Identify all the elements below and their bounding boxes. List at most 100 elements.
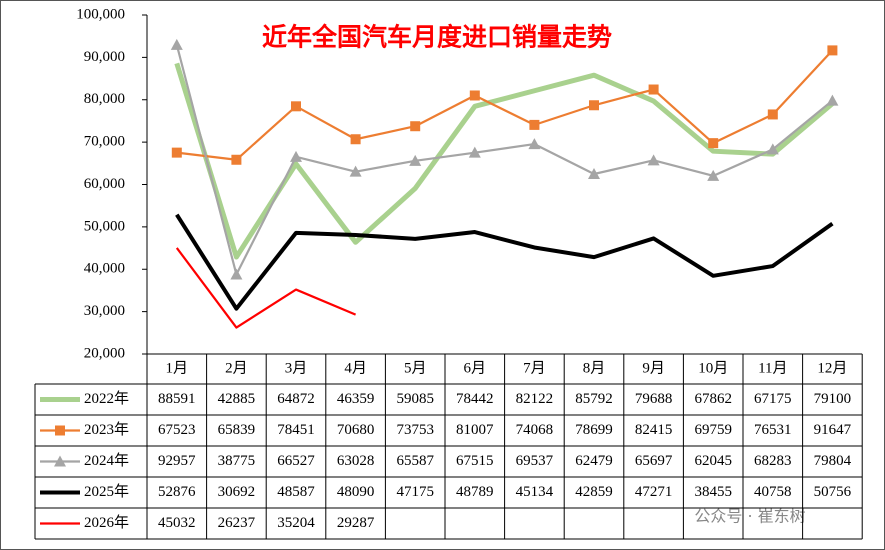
- table-cell: 38455: [694, 484, 732, 500]
- x-tick-label: 7月: [523, 360, 546, 376]
- table-cell: 91647: [814, 422, 852, 438]
- marker: [409, 154, 422, 166]
- table-cell: 62045: [694, 453, 732, 469]
- x-tick-label: 4月: [344, 360, 367, 376]
- y-tick-label: 100,000: [76, 6, 125, 22]
- marker: [171, 147, 182, 158]
- table-cell: 65839: [218, 422, 256, 438]
- marker: [350, 134, 361, 145]
- table-cell: 81007: [456, 422, 494, 438]
- table-cell: 74068: [516, 422, 554, 438]
- table-cell: 65697: [635, 453, 673, 469]
- table-cell: 78699: [575, 422, 613, 438]
- table-cell: 42885: [218, 391, 256, 407]
- table-cell: 63028: [337, 453, 375, 469]
- table-cell: 69537: [516, 453, 554, 469]
- series-line: [174, 62, 835, 260]
- table-cell: 66527: [277, 453, 315, 469]
- x-tick-label: 12月: [817, 360, 847, 376]
- marker: [170, 38, 183, 50]
- table-cell: 35204: [277, 515, 315, 531]
- marker: [410, 121, 421, 132]
- x-tick-label: 11月: [758, 360, 787, 376]
- table-cell: 48587: [277, 484, 315, 500]
- marker: [54, 455, 66, 467]
- marker: [230, 268, 243, 280]
- table-cell: 78451: [277, 422, 315, 438]
- table-cell: 29287: [337, 515, 375, 531]
- table-cell: 82122: [516, 391, 554, 407]
- table-cell: 82415: [635, 422, 673, 438]
- y-tick-label: 70,000: [84, 134, 125, 150]
- marker: [290, 150, 302, 162]
- table-cell: 30692: [218, 484, 256, 500]
- chart-title: 近年全国汽车月度进口销量走势: [262, 23, 612, 52]
- table-cell: 92957: [158, 453, 196, 469]
- y-tick-label: 50,000: [84, 218, 125, 234]
- table-cell: 65587: [396, 453, 434, 469]
- table-cell: 78442: [456, 391, 494, 407]
- marker: [826, 94, 839, 106]
- legend-label: 2025年: [84, 483, 129, 500]
- legend-label: 2023年: [84, 421, 129, 438]
- x-tick-label: 3月: [285, 360, 308, 376]
- series-line: [176, 49, 834, 161]
- table-cell: 85792: [575, 391, 613, 407]
- table-cell: 67523: [158, 422, 196, 438]
- y-tick-label: 40,000: [84, 261, 125, 277]
- table-cell: 79688: [635, 391, 673, 407]
- x-tick-label: 2月: [225, 360, 248, 376]
- table-cell: 46359: [337, 391, 375, 407]
- watermark: 公众号 · 崔东树: [694, 507, 805, 526]
- marker: [468, 146, 481, 158]
- table-cell: 70680: [337, 422, 375, 438]
- table-cell: 62479: [575, 453, 613, 469]
- table-cell: 47175: [396, 484, 434, 500]
- table-cell: 79804: [814, 453, 852, 469]
- marker: [767, 109, 778, 120]
- table-cell: 88591: [158, 391, 196, 407]
- x-tick-label: 8月: [583, 360, 606, 376]
- series-line: [175, 44, 834, 276]
- marker: [589, 100, 599, 111]
- table-cell: 67515: [456, 453, 494, 469]
- table-cell: 26237: [218, 515, 256, 531]
- y-tick-label: 90,000: [84, 49, 125, 65]
- x-tick-label: 10月: [698, 360, 728, 376]
- x-tick-label: 9月: [642, 360, 665, 376]
- table-cell: 42859: [575, 484, 613, 500]
- y-tick-label: 30,000: [84, 303, 125, 319]
- table-cell: 45134: [516, 484, 554, 500]
- table-cell: 52876: [158, 484, 196, 500]
- marker: [55, 425, 65, 436]
- table-cell: 76531: [754, 422, 792, 438]
- table-cell: 68283: [754, 453, 792, 469]
- marker: [648, 84, 659, 95]
- marker: [291, 101, 301, 112]
- table-cell: 45032: [158, 515, 196, 531]
- marker: [708, 138, 719, 149]
- y-tick-label: 80,000: [84, 91, 125, 107]
- table-cell: 67862: [694, 391, 732, 407]
- marker: [528, 138, 541, 150]
- marker: [766, 143, 779, 155]
- x-tick-label: 5月: [404, 360, 427, 376]
- table-cell: 48090: [337, 484, 375, 500]
- marker: [529, 119, 540, 130]
- legend-label: 2022年: [84, 390, 129, 407]
- table-cell: 38775: [218, 453, 256, 469]
- marker: [588, 167, 600, 179]
- marker: [469, 90, 480, 101]
- legend-label: 2026年: [84, 514, 129, 531]
- marker: [827, 45, 838, 56]
- x-tick-label: 6月: [464, 360, 487, 376]
- table-cell: 47271: [635, 484, 673, 500]
- table-cell: 50756: [814, 484, 852, 500]
- table-cell: 40758: [754, 484, 792, 500]
- table-cell: 59085: [396, 391, 434, 407]
- marker: [231, 154, 242, 165]
- y-tick-label: 20,000: [84, 345, 125, 361]
- series-line: [175, 247, 357, 329]
- table-cell: 73753: [396, 422, 434, 438]
